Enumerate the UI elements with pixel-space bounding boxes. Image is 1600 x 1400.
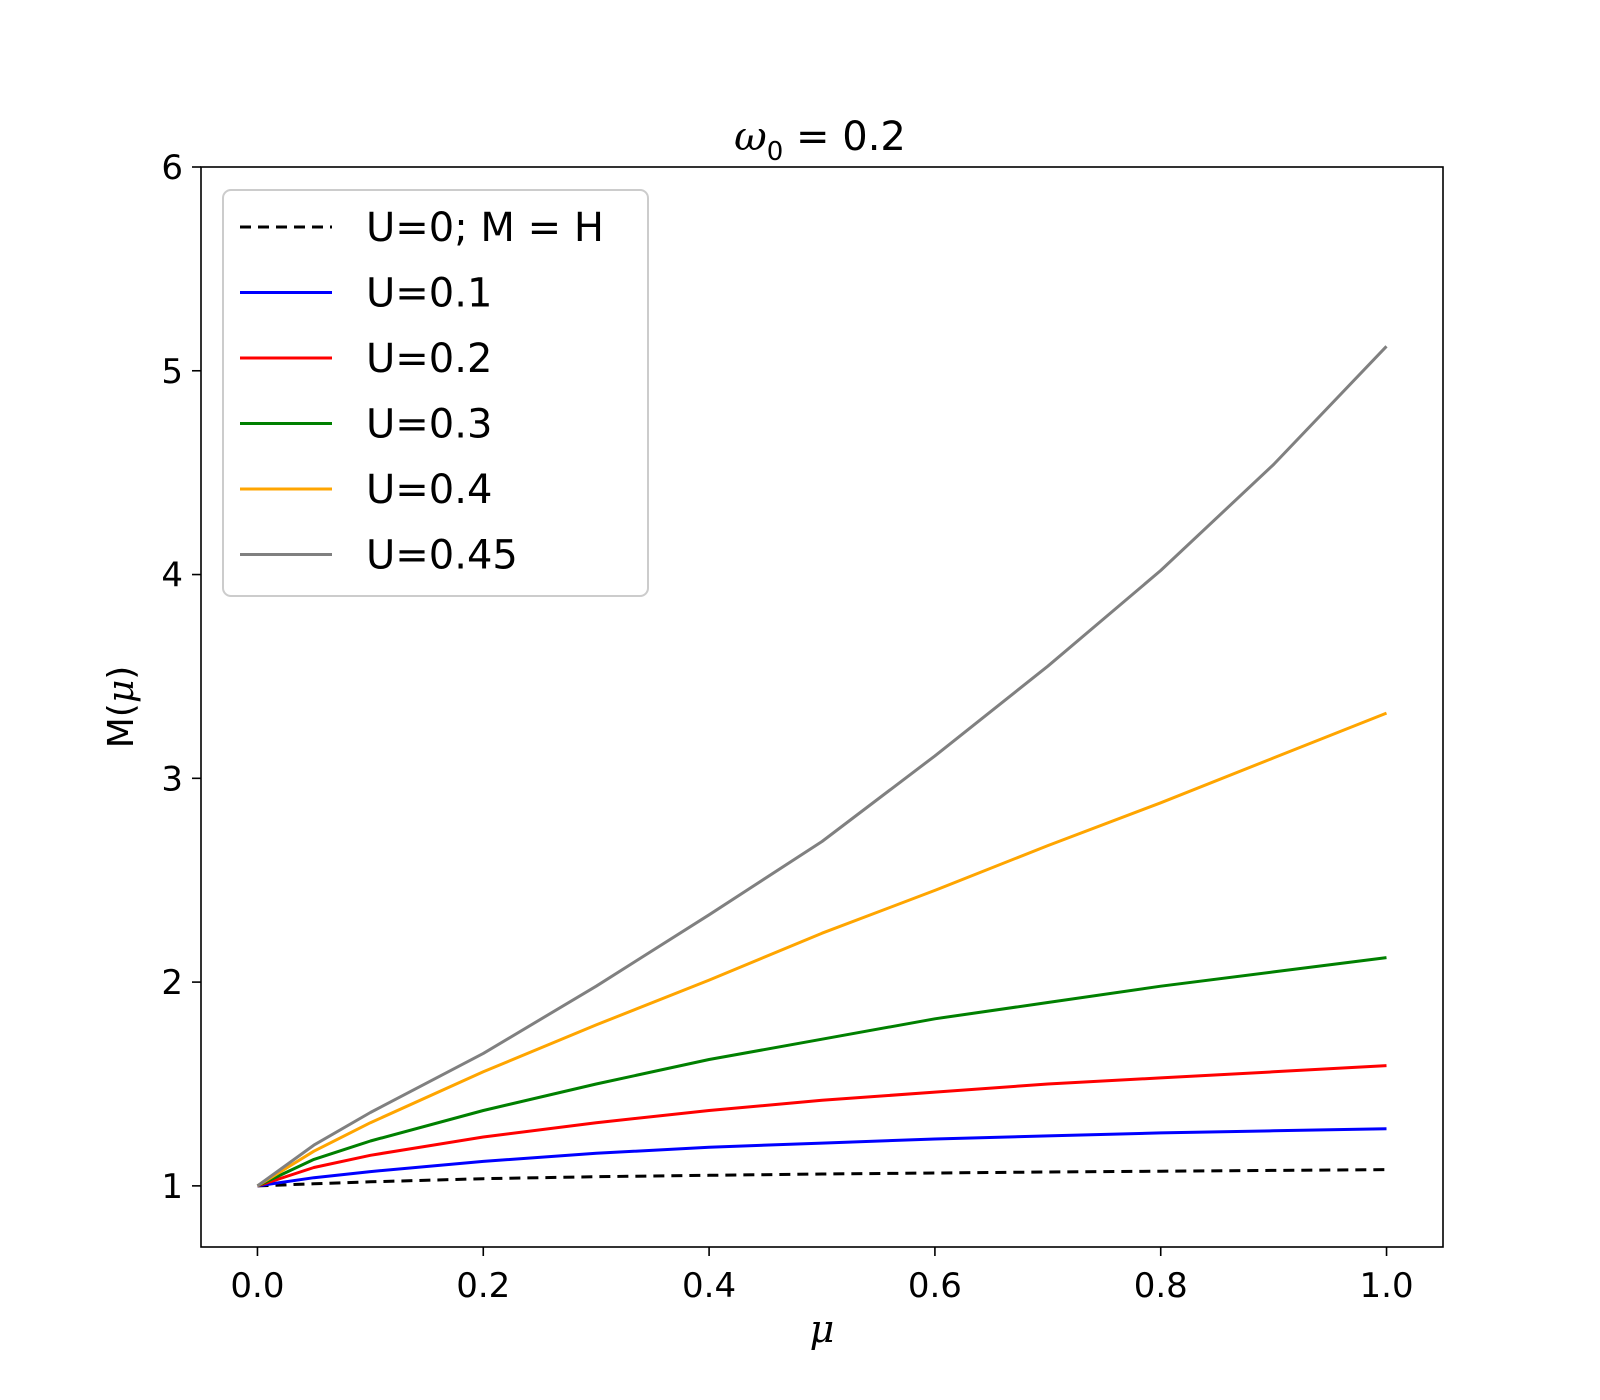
x-tick-label: 0.0 [230,1266,284,1306]
legend-label-1: U=0.1 [366,271,492,317]
y-tick-label: 2 [161,963,183,1003]
y-axis-title-symbol: μ [101,680,142,703]
series-layer [256,345,1388,1188]
legend-label-5: U=0.45 [366,533,518,579]
series-line-3 [256,956,1387,1188]
plot-area-frame [200,166,1444,1248]
x-tick-label: 0.2 [456,1266,510,1306]
series-line-5 [256,345,1388,1188]
y-axis-title-suffix: ) [101,666,142,680]
chart-title: ω0 = 0.2 [734,114,906,167]
series-line-0 [257,1168,1387,1188]
y-tick-label: 6 [161,148,183,188]
y-axis-ticks: 1 2 3 4 5 6 [161,148,201,1207]
x-axis-ticks: 0.0 0.2 0.4 0.6 0.8 1.0 [230,1247,1414,1306]
chart-title-rest: = 0.2 [783,114,906,160]
x-tick-label: 1.0 [1360,1266,1414,1306]
legend-label-2: U=0.2 [366,336,492,382]
series-line-4 [256,711,1388,1188]
series-line-1 [257,1127,1387,1188]
legend-label-4: U=0.4 [366,467,492,513]
y-tick-label: 5 [161,352,183,392]
x-tick-label: 0.4 [682,1266,736,1306]
legend: U=0; M = H U=0.1 U=0.2 U=0.3 U=0.4 U=0.45 [222,189,649,597]
legend-label-0: U=0; M = H [366,205,604,251]
series-line-2 [257,1064,1387,1188]
x-tick-label: 0.6 [908,1266,962,1306]
x-axis-title: μ [810,1307,835,1351]
x-tick-label: 0.8 [1134,1266,1188,1306]
legend-items: U=0; M = H U=0.1 U=0.2 U=0.3 U=0.4 U=0.45 [240,205,604,579]
y-axis-title: M(μ) [101,666,142,749]
chart-title-subscript: 0 [767,137,784,167]
legend-label-3: U=0.3 [366,402,492,448]
y-tick-label: 4 [161,556,183,596]
y-tick-label: 3 [161,759,183,799]
y-tick-label: 1 [161,1167,183,1207]
y-axis-title-prefix: M( [101,703,142,748]
chart-title-symbol: ω [734,114,767,160]
